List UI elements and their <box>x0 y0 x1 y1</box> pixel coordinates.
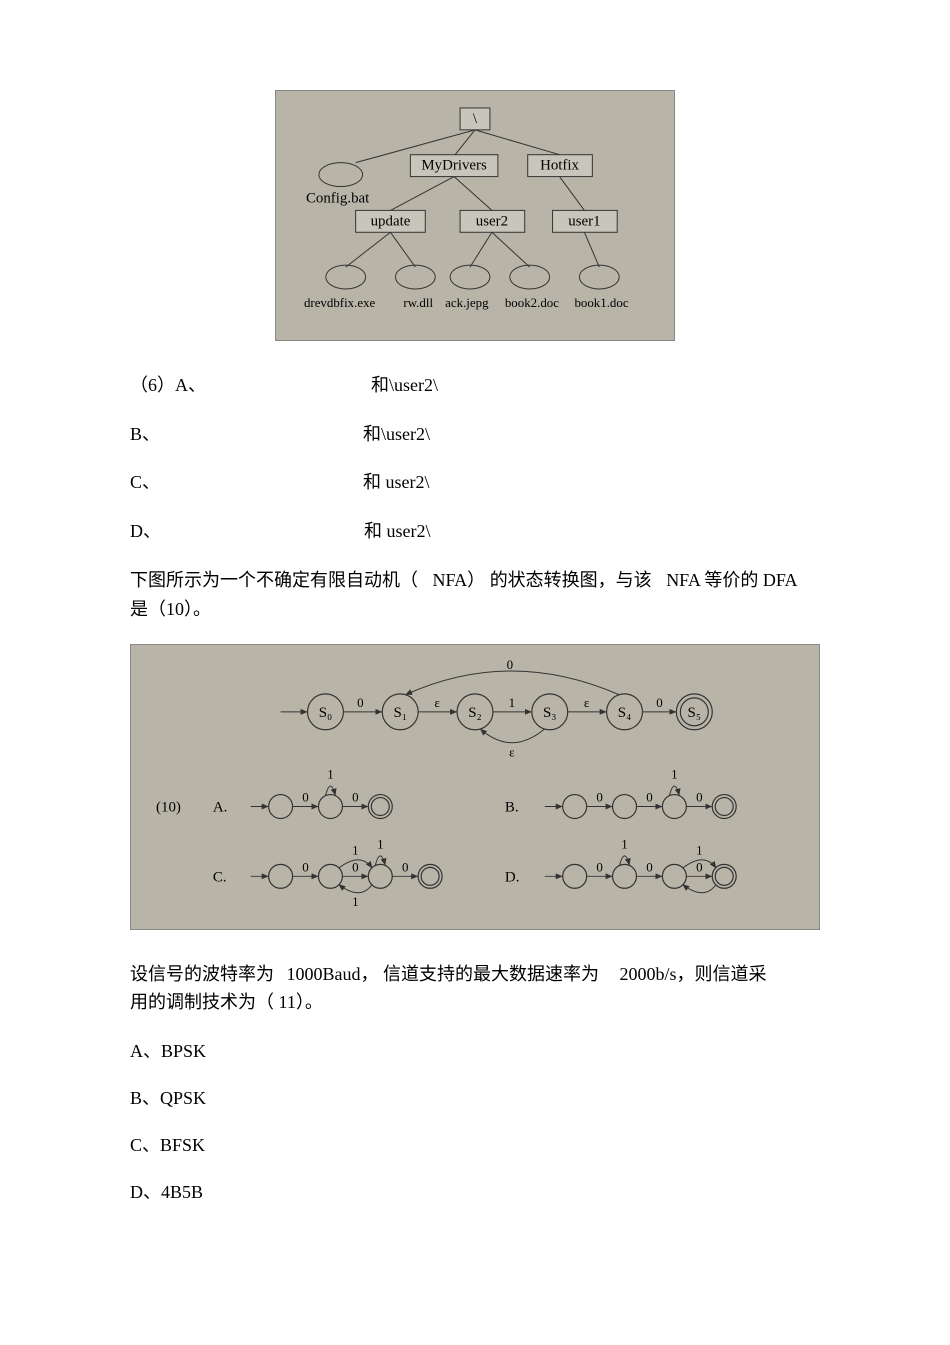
q11-option-c: C、BFSK <box>130 1131 820 1160</box>
svg-text:S₅: S₅ <box>688 704 702 720</box>
svg-text:0: 0 <box>352 859 358 874</box>
svg-text:0: 0 <box>507 657 513 672</box>
figure-directory-tree: \ Config.bat MyDrivers Hotfix update use… <box>275 90 675 341</box>
svg-text:0: 0 <box>302 859 308 874</box>
q6-b-tail: 和\user2\ <box>363 424 430 444</box>
svg-text:ε: ε <box>584 694 590 709</box>
svg-text:MyDrivers: MyDrivers <box>421 158 487 174</box>
q10-t6: 是（10）。 <box>130 599 211 619</box>
svg-text:C.: C. <box>213 869 227 885</box>
q11-t3: 信道支持的最大数据速率为 <box>383 964 599 984</box>
svg-text:0: 0 <box>596 789 602 804</box>
svg-text:0: 0 <box>696 789 702 804</box>
svg-text:drevdbfix.exe: drevdbfix.exe <box>304 295 376 310</box>
svg-text:user2: user2 <box>476 213 508 229</box>
svg-text:1: 1 <box>352 894 358 909</box>
q6-c-tail: 和 user2\ <box>363 472 430 492</box>
svg-text:ack.jepg: ack.jepg <box>445 295 489 310</box>
svg-text:book2.doc: book2.doc <box>505 295 559 310</box>
q6-b-lead: B、 <box>130 424 160 444</box>
svg-text:rw.dll: rw.dll <box>403 295 433 310</box>
svg-text:book1.doc: book1.doc <box>574 295 628 310</box>
svg-text:S₁: S₁ <box>393 704 407 720</box>
q6-d-lead: D、 <box>130 521 161 541</box>
q6-option-d: D、 和 user2\ <box>130 517 820 546</box>
q11-question-text: 设信号的波特率为 1000Baud， 信道支持的最大数据速率为 2000b/s，… <box>130 960 820 1018</box>
svg-text:S₀: S₀ <box>319 704 333 720</box>
svg-text:S₂: S₂ <box>468 704 482 720</box>
svg-text:0: 0 <box>646 789 652 804</box>
q10-t2: NFA） <box>433 570 486 590</box>
svg-text:0: 0 <box>302 789 308 804</box>
q11-t6: 11）。 <box>279 992 323 1012</box>
svg-text:0: 0 <box>352 789 358 804</box>
q10-t4: NFA <box>666 570 700 590</box>
svg-text:1: 1 <box>377 836 383 851</box>
figure-nfa-dfa: S₀ 0 S₁ ε S₂ 1 S₃ ε S₄ 0 S₅ 0 ε (10) A. <box>130 644 820 930</box>
svg-text:Hotfix: Hotfix <box>540 158 579 174</box>
svg-text:A.: A. <box>213 799 228 815</box>
svg-text:0: 0 <box>402 859 408 874</box>
q11-option-b: B、QPSK <box>130 1084 820 1113</box>
q6-a-lead: （6）A、 <box>130 375 206 395</box>
svg-text:0: 0 <box>646 859 652 874</box>
svg-text:D.: D. <box>505 869 520 885</box>
q11-option-d: D、4B5B <box>130 1178 820 1207</box>
q10-t3: 的状态转换图，与该 <box>490 570 652 590</box>
q10-t5: 等价的 DFA <box>704 570 797 590</box>
q10-question-text: 下图所示为一个不确定有限自动机（ NFA） 的状态转换图，与该 NFA 等价的 … <box>130 566 820 624</box>
q6-option-c: C、 和 user2\ <box>130 468 820 497</box>
nfa-svg: S₀ 0 S₁ ε S₂ 1 S₃ ε S₄ 0 S₅ 0 ε (10) A. <box>151 657 799 921</box>
svg-text:update: update <box>371 213 411 229</box>
q6-d-tail: 和 user2\ <box>364 521 431 541</box>
q6-c-lead: C、 <box>130 472 160 492</box>
q6-option-b: B、 和\user2\ <box>130 420 820 449</box>
svg-text:Config.bat: Config.bat <box>306 190 370 206</box>
q11-t5: 用的调制技术为（ <box>130 992 274 1012</box>
svg-text:user1: user1 <box>568 213 600 229</box>
svg-text:1: 1 <box>671 766 677 781</box>
q6-a-tail: 和\user2\ <box>371 375 438 395</box>
q6-option-a: （6）A、 和\user2\ <box>130 371 820 400</box>
svg-text:0: 0 <box>596 859 602 874</box>
svg-text:S₄: S₄ <box>618 704 632 720</box>
svg-text:1: 1 <box>327 766 333 781</box>
svg-text:B.: B. <box>505 799 519 815</box>
svg-text:0: 0 <box>656 694 662 709</box>
svg-text:0: 0 <box>357 694 363 709</box>
q11-t4: 2000b/s，则信道采 <box>620 964 767 984</box>
svg-text:S₃: S₃ <box>543 704 557 720</box>
svg-text:1: 1 <box>621 836 627 851</box>
svg-text:1: 1 <box>696 842 702 857</box>
q11-t1: 设信号的波特率为 <box>130 964 274 984</box>
svg-text:1: 1 <box>509 694 515 709</box>
tree-svg: \ Config.bat MyDrivers Hotfix update use… <box>296 103 654 332</box>
svg-text:ε: ε <box>509 744 515 759</box>
svg-text:0: 0 <box>696 859 702 874</box>
q10-t1: 下图所示为一个不确定有限自动机（ <box>130 570 418 590</box>
svg-text:(10): (10) <box>156 799 181 815</box>
svg-text:1: 1 <box>352 842 358 857</box>
svg-text:ε: ε <box>434 694 440 709</box>
q11-t2: 1000Baud， <box>287 964 379 984</box>
q11-option-a: A、BPSK <box>130 1037 820 1066</box>
